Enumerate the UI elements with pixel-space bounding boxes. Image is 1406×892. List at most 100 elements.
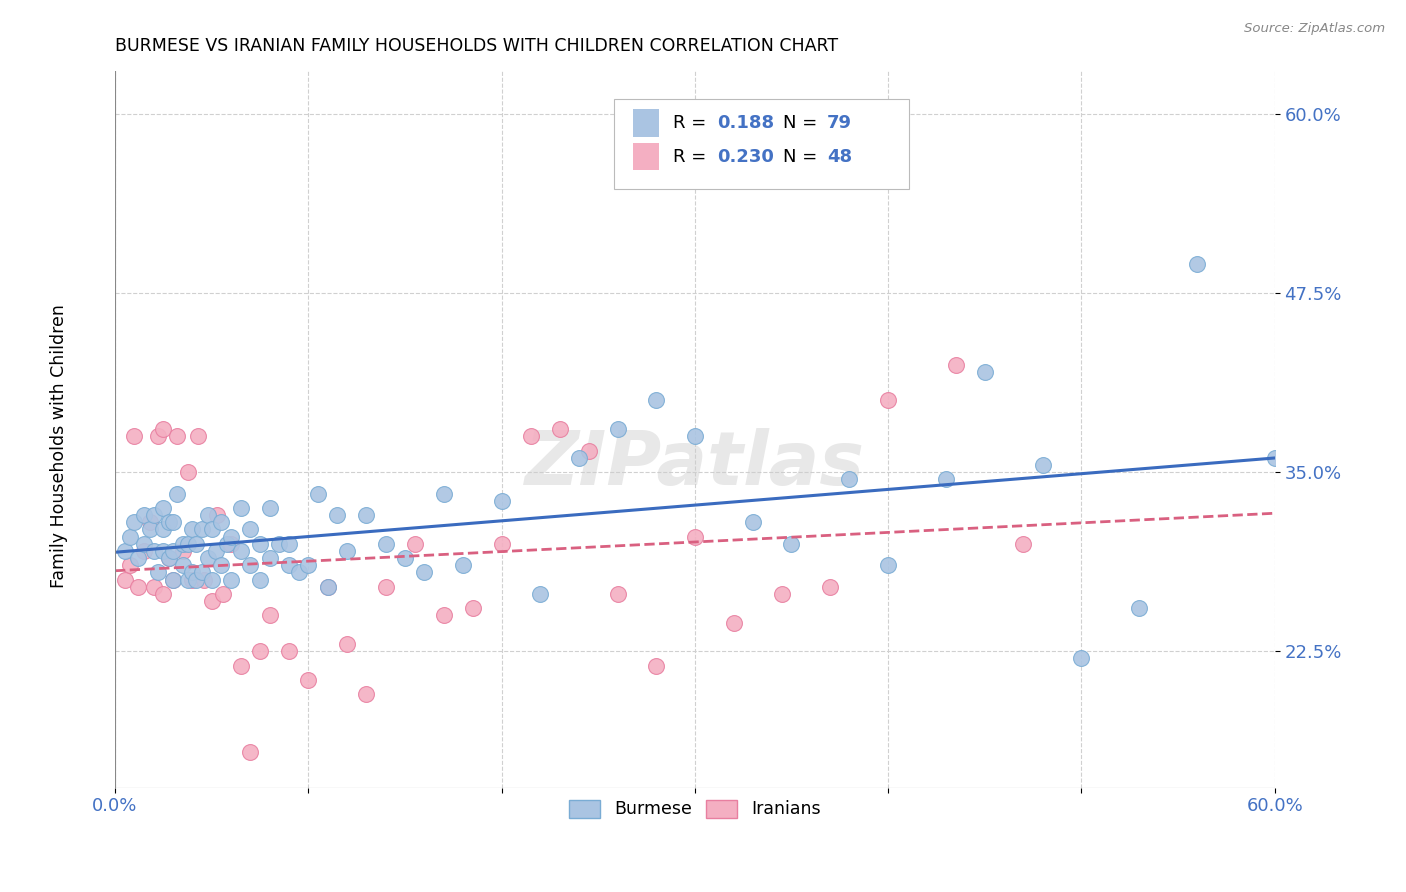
Point [491,537,513,551]
Point [316,580,339,594]
Text: R =: R = [673,114,711,132]
Point [152,544,174,558]
Point [239,523,262,537]
Point [187,429,209,443]
Point [207,508,229,523]
Point [1187,257,1209,271]
Point [146,566,169,580]
Point [219,573,242,587]
Point [336,637,359,651]
Point [177,465,200,479]
Point [307,486,329,500]
Point [451,558,474,573]
Point [172,558,194,573]
Point [201,594,224,608]
Text: 0.230: 0.230 [717,148,773,166]
Point [114,544,136,558]
Point [152,422,174,436]
Point [186,537,208,551]
Point [278,537,301,551]
Point [877,393,900,408]
Point [1032,458,1054,472]
Point [1264,450,1286,465]
Point [404,537,426,551]
Point [132,544,155,558]
Point [162,573,184,587]
Point [741,516,763,530]
Point [229,500,252,515]
Point [297,558,319,573]
Text: N =: N = [783,114,823,132]
Point [191,566,214,580]
Point [818,580,841,594]
Point [239,745,262,759]
Point [152,500,174,515]
Point [432,486,454,500]
Point [162,573,184,587]
Point [278,644,301,658]
Point [193,573,215,587]
Point [181,523,204,537]
Point [316,580,339,594]
Point [945,358,967,372]
Point [157,551,180,566]
Point [432,608,454,623]
Point [142,580,165,594]
Point [157,516,180,530]
Point [139,516,162,530]
Point [606,587,628,601]
Point [249,537,271,551]
Point [259,551,281,566]
Point [239,558,262,573]
Point [568,450,591,465]
FancyBboxPatch shape [633,110,659,136]
Point [413,566,436,580]
Point [770,587,793,601]
Point [124,429,146,443]
Point [132,537,155,551]
Point [177,573,200,587]
Point [142,508,165,523]
Point [139,523,162,537]
Text: Source: ZipAtlas.com: Source: ZipAtlas.com [1244,22,1385,36]
Text: Family Households with Children: Family Households with Children [51,304,67,588]
Point [152,587,174,601]
Point [287,566,309,580]
Point [374,537,396,551]
Point [209,516,232,530]
Point [645,658,668,673]
Text: 48: 48 [827,148,852,166]
Point [249,644,271,658]
Point [683,429,706,443]
Point [356,508,378,523]
Point [297,673,319,687]
Text: R =: R = [673,148,711,166]
Point [181,573,204,587]
Point [249,573,271,587]
Point [1012,537,1035,551]
Point [877,558,900,573]
Point [197,551,219,566]
Point [491,493,513,508]
Point [838,472,860,486]
FancyBboxPatch shape [613,99,910,189]
Point [162,544,184,558]
Point [1070,651,1092,665]
Point [191,523,214,537]
Point [124,516,146,530]
Point [127,580,149,594]
Text: 79: 79 [827,114,852,132]
Text: N =: N = [783,148,823,166]
Point [146,429,169,443]
Point [519,429,541,443]
Point [356,687,378,701]
Point [157,551,180,566]
Point [219,537,242,551]
Point [166,486,188,500]
Point [172,544,194,558]
Point [374,580,396,594]
Text: BURMESE VS IRANIAN FAMILY HOUSEHOLDS WITH CHILDREN CORRELATION CHART: BURMESE VS IRANIAN FAMILY HOUSEHOLDS WIT… [115,37,838,55]
Point [132,508,155,523]
Point [723,615,745,630]
Point [645,393,668,408]
